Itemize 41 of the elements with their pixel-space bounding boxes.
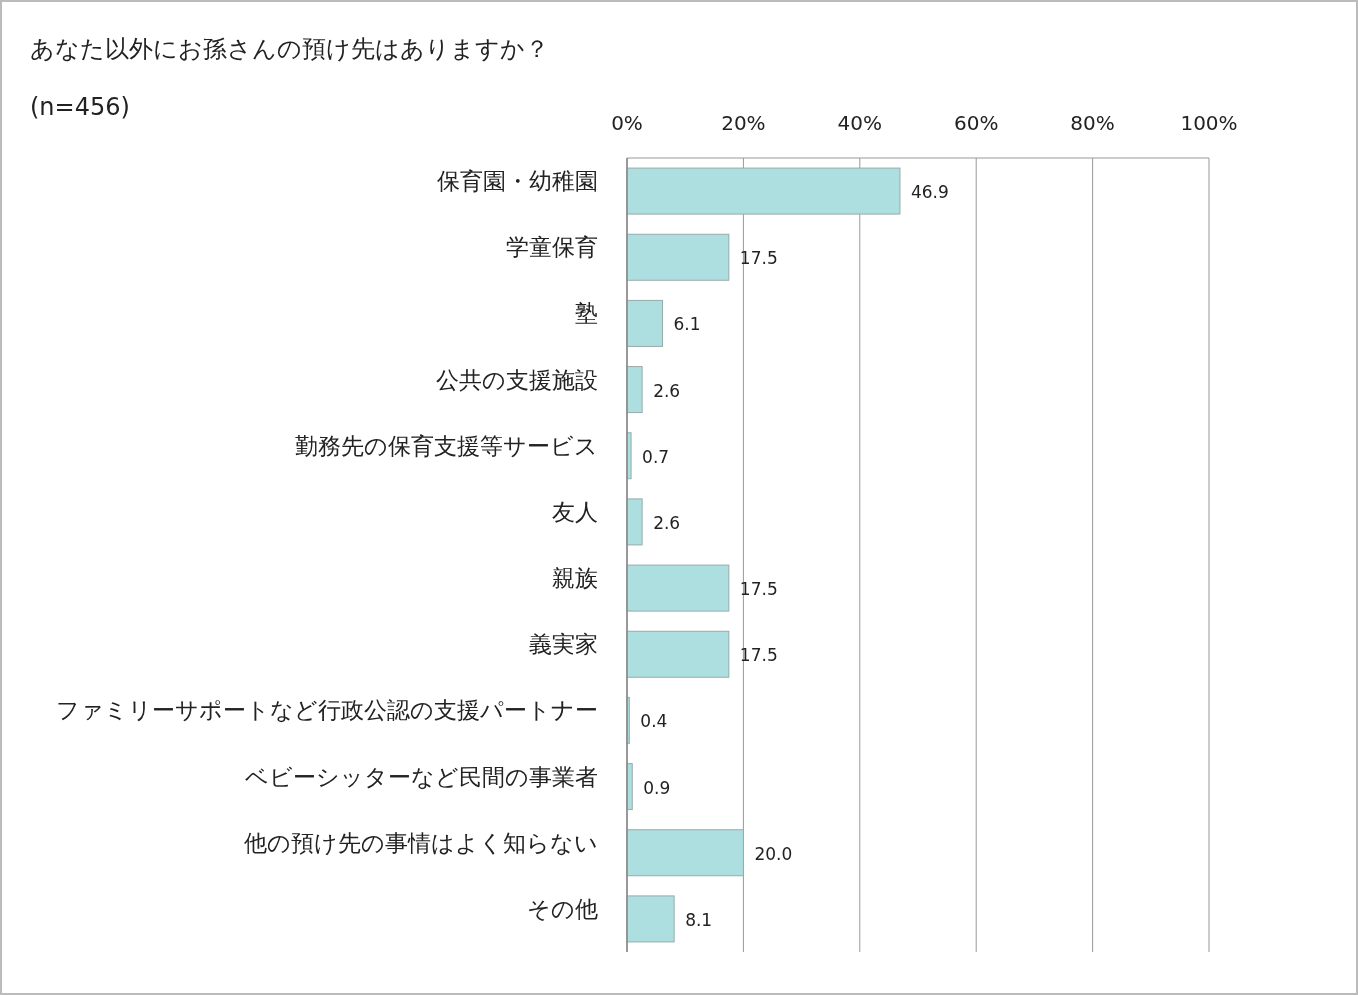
x-tick-label: 0% <box>611 111 643 135</box>
data-label: 8.1 <box>685 909 713 930</box>
y-tick-label: 勤務先の保育支援等サービス <box>295 432 598 459</box>
y-tick-label: 公共の支援施設 <box>436 366 598 393</box>
y-tick-label: ファミリーサポートなど行政公認の支援パートナー <box>56 697 598 724</box>
bar <box>626 299 663 347</box>
y-tick-label: 友人 <box>552 498 598 525</box>
y-tick-label: 他の預け先の事情はよく知らない <box>244 829 598 856</box>
bar <box>626 233 730 281</box>
y-tick-label: 塾 <box>575 300 598 327</box>
data-label: 2.6 <box>653 512 681 533</box>
bar <box>626 167 901 215</box>
data-label: 0.7 <box>642 446 670 467</box>
x-tick-label: 20% <box>721 111 766 135</box>
y-tick-label: 親族 <box>552 565 598 592</box>
bar <box>626 498 643 546</box>
data-label: 2.6 <box>653 380 681 401</box>
bar <box>626 564 730 612</box>
x-tick-label: 80% <box>1070 111 1115 135</box>
y-tick-label: その他 <box>527 895 598 922</box>
data-label: 20.0 <box>754 843 793 864</box>
y-tick-label: 保育園・幼稚園 <box>437 168 598 195</box>
y-tick-label: 学童保育 <box>506 234 598 261</box>
data-label: 17.5 <box>739 248 778 269</box>
bar <box>626 829 744 877</box>
data-label: 17.5 <box>739 579 778 600</box>
data-label: 17.5 <box>739 645 778 666</box>
x-tick-label: 60% <box>953 111 999 135</box>
data-label: 6.1 <box>673 314 701 335</box>
y-tick-label: ベビーシッターなど民間の事業者 <box>245 763 598 790</box>
bar <box>626 895 675 943</box>
data-label: 46.9 <box>910 182 949 203</box>
text: (n=456) <box>30 93 130 121</box>
data-label: 0.4 <box>640 711 668 732</box>
x-tick-label: 100% <box>1180 111 1238 135</box>
data-label: 0.9 <box>643 777 671 798</box>
y-tick-label: 義実家 <box>529 631 598 658</box>
bar <box>626 630 730 678</box>
bar <box>626 366 643 414</box>
x-tick-label: 40% <box>837 111 883 135</box>
text: あなた以外にお孫さんの預け先はありますか？ <box>30 35 549 63</box>
